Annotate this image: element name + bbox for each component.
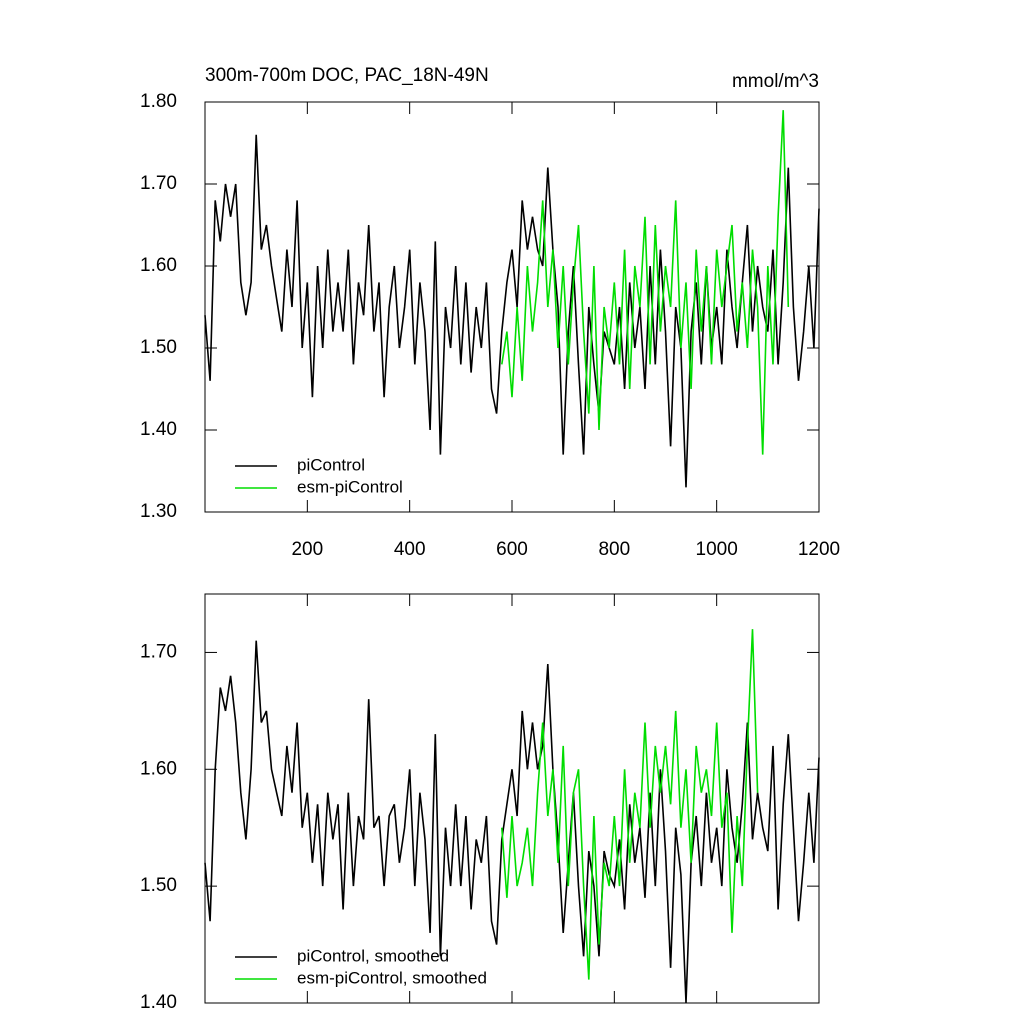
series-line bbox=[204, 640, 820, 1004]
legend-label: esm-piControl, smoothed bbox=[297, 968, 487, 987]
x-tick-label: 1200 bbox=[798, 539, 840, 560]
chart-title: 300m-700m DOC, PAC_18N-49N bbox=[205, 65, 489, 86]
x-tick-label: 800 bbox=[598, 539, 630, 560]
y-tick-label: 1.60 bbox=[140, 255, 177, 276]
x-tick-label: 1000 bbox=[696, 539, 738, 560]
y-tick-label: 1.50 bbox=[140, 337, 177, 358]
x-tick-label: 200 bbox=[291, 539, 323, 560]
plot-frame bbox=[204, 593, 820, 1004]
y-tick-label: 1.40 bbox=[140, 419, 177, 440]
legend-label: piControl bbox=[297, 455, 365, 474]
y-tick-label: 1.70 bbox=[140, 173, 177, 194]
y-tick-label: 1.30 bbox=[140, 501, 177, 522]
series-line bbox=[204, 134, 820, 488]
units-label: mmol/m^3 bbox=[732, 71, 819, 92]
series-line bbox=[501, 110, 790, 455]
series-line bbox=[501, 629, 759, 980]
legend-label: esm-piControl bbox=[297, 477, 403, 496]
x-tick-label: 400 bbox=[394, 539, 426, 560]
y-tick-label: 1.70 bbox=[140, 641, 177, 662]
y-tick-label: 1.60 bbox=[140, 758, 177, 779]
y-tick-label: 1.80 bbox=[140, 91, 177, 112]
legend-label: piControl, smoothed bbox=[297, 946, 449, 965]
y-tick-label: 1.50 bbox=[140, 875, 177, 896]
y-tick-label: 1.40 bbox=[140, 992, 177, 1013]
x-tick-label: 600 bbox=[496, 539, 528, 560]
plot-frame bbox=[204, 101, 820, 513]
